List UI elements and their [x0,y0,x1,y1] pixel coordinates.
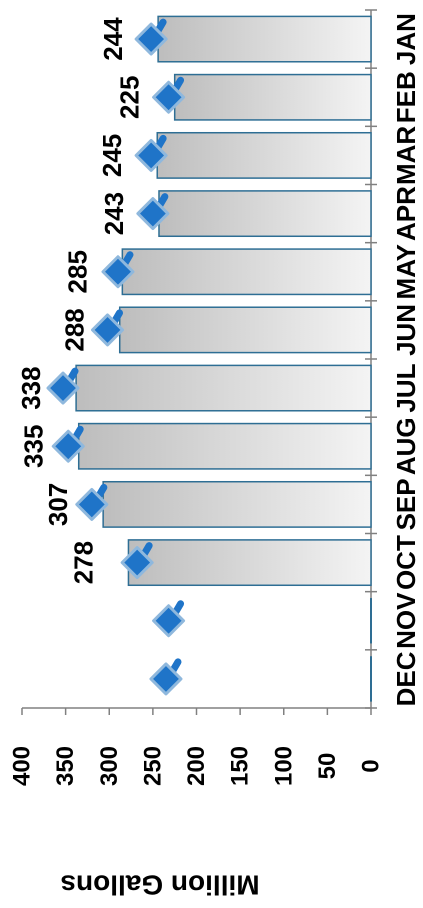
y-tick-label: 100 [270,746,297,786]
bar [127,539,372,587]
bar [158,190,372,238]
bar [173,73,372,121]
diamond-marker [120,546,154,580]
data-label: 278 [68,541,98,584]
markers [46,18,186,696]
x-tick-label: JUL [391,363,421,412]
x-tick-label: FEB [391,71,421,123]
x-tick-label: AUG [391,417,421,475]
diamond-marker [101,255,135,289]
bar [77,422,372,470]
y-tick-label: 150 [227,746,254,786]
bars [75,15,372,702]
y-axis-label: Million Gallons [60,870,259,901]
diamond-marker [51,429,85,463]
y-tick-label: 350 [52,746,79,786]
bar [102,480,372,528]
data-label: 288 [60,308,90,351]
bar [157,15,372,63]
bar [156,131,372,179]
data-label: 285 [62,250,92,293]
x-tick-label: MAR [391,126,421,185]
data-label: 335 [19,425,49,468]
x-tick-label: OCT [391,535,421,590]
diamond-marker [152,604,186,638]
diamond-marker [136,197,170,231]
bar [75,364,372,412]
data-label: 225 [115,76,145,119]
diamond-marker [152,80,186,114]
y-tick-label: 50 [314,753,341,780]
y-tick-label: 250 [139,746,166,786]
diamond-marker [134,138,168,172]
data-label: 245 [97,134,127,177]
x-tick-label: NOV [391,592,421,649]
x-tick-label: APR [391,186,421,241]
bar [118,306,372,354]
y-tick-label: 400 [9,746,36,786]
bar [121,248,372,296]
diamond-marker [46,371,80,405]
data-label: 338 [16,366,46,409]
y-tick-label: 300 [96,746,123,786]
y-tick-label: 200 [183,746,210,786]
data-label: 243 [99,192,129,235]
x-tick-label: DEC [391,651,421,706]
data-label: 244 [98,17,128,61]
x-tick-label: SEP [391,478,421,530]
x-tick-label: MAY [391,244,421,299]
diamond-marker [91,313,125,347]
axes [21,9,377,715]
x-tick-label: JAN [391,13,421,65]
diamond-marker [75,487,109,521]
x-tick-label: JUN [391,304,421,356]
diamond-marker [134,22,168,56]
data-label: 307 [43,483,73,526]
y-tick-label: 0 [358,759,385,772]
diamond-marker [149,662,183,696]
